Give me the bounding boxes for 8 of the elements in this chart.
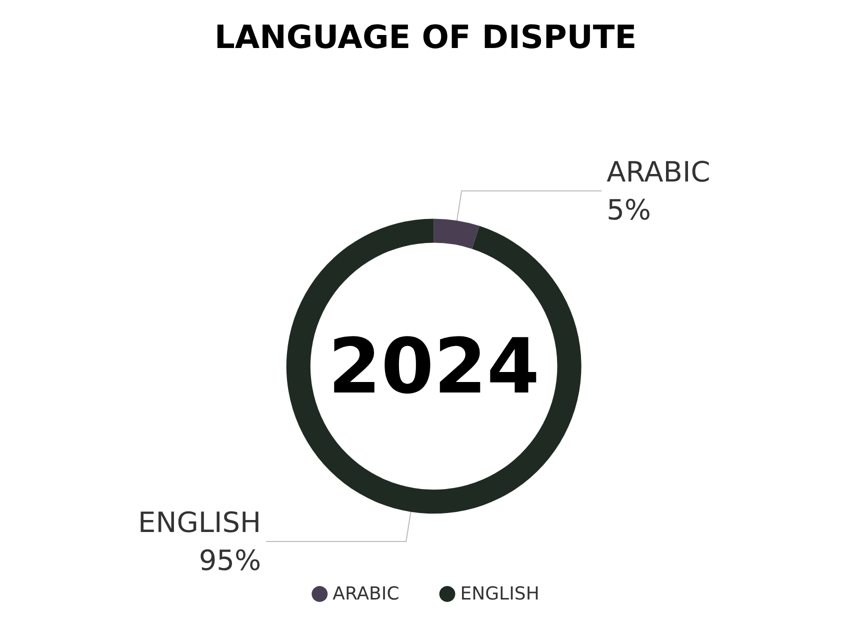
data-label: 95% xyxy=(198,544,262,577)
text: 2024 xyxy=(328,322,540,411)
data-label: 5% xyxy=(606,193,652,226)
legend-label: ENGLISH xyxy=(460,584,540,604)
legend-label: ARABIC xyxy=(332,584,400,604)
chart-title: LANGUAGE OF DISPUTE xyxy=(214,18,637,56)
slice-label: ARABIC xyxy=(606,155,710,188)
slice-label: ENGLISH xyxy=(138,506,262,539)
